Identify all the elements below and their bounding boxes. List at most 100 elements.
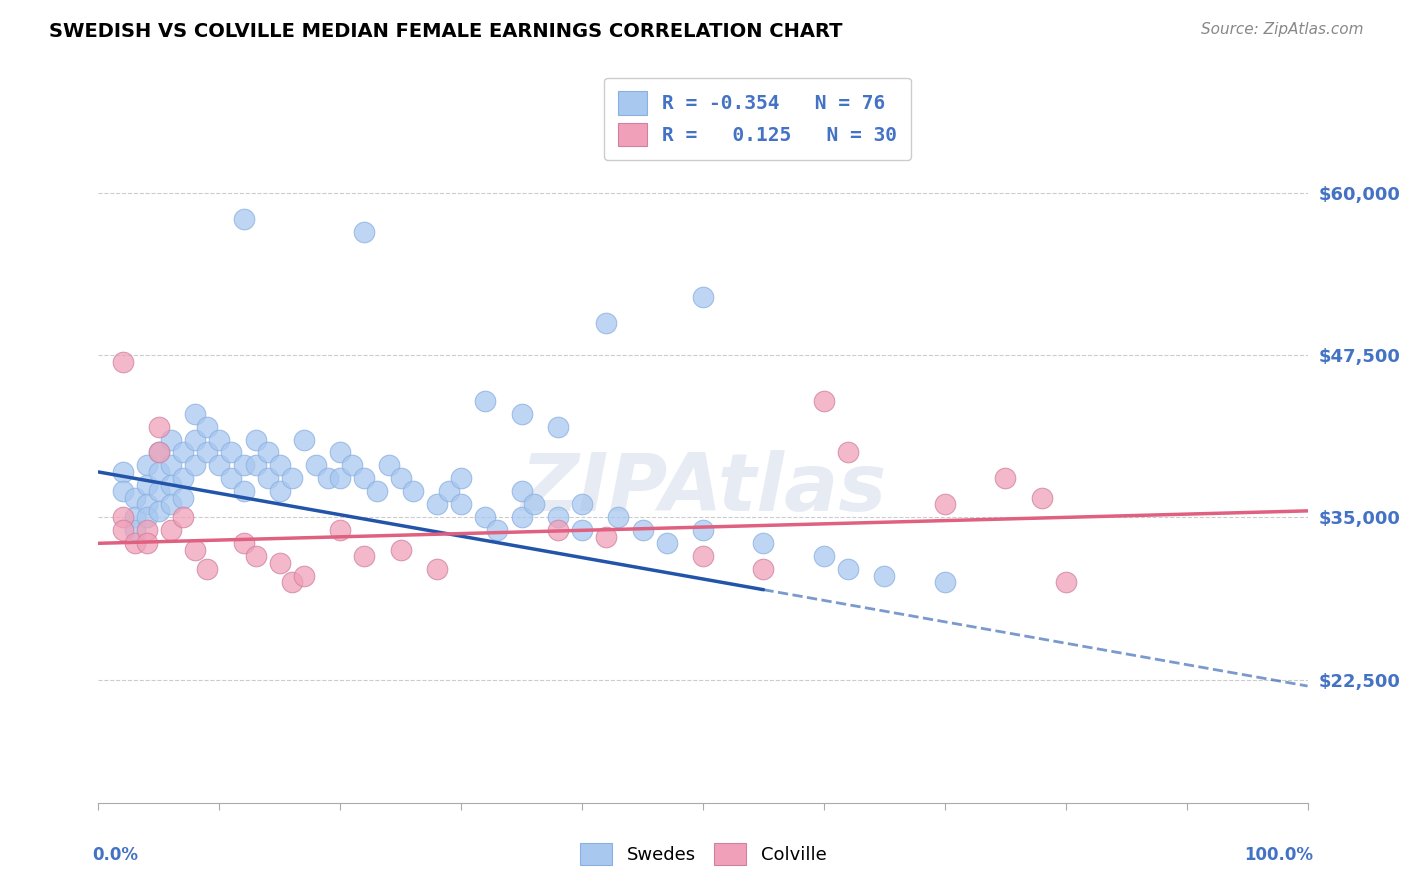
Point — [994, 471, 1017, 485]
Point — [245, 458, 267, 473]
Point — [184, 433, 207, 447]
Point — [221, 471, 243, 485]
Point — [135, 497, 157, 511]
Point — [160, 458, 183, 473]
Point — [837, 562, 859, 576]
Point — [1031, 491, 1053, 505]
Point — [160, 497, 183, 511]
Point — [450, 471, 472, 485]
Point — [692, 524, 714, 538]
Point — [486, 524, 509, 538]
Point — [111, 465, 134, 479]
Point — [111, 524, 134, 538]
Point — [813, 393, 835, 408]
Point — [148, 504, 170, 518]
Text: ZIPAtlas: ZIPAtlas — [520, 450, 886, 528]
Point — [148, 445, 170, 459]
Point — [547, 510, 569, 524]
Point — [510, 407, 533, 421]
Point — [389, 471, 412, 485]
Point — [232, 484, 254, 499]
Point — [595, 316, 617, 330]
Point — [934, 575, 956, 590]
Point — [148, 484, 170, 499]
Point — [195, 419, 218, 434]
Point — [292, 433, 315, 447]
Text: 100.0%: 100.0% — [1244, 846, 1313, 863]
Point — [342, 458, 364, 473]
Point — [208, 458, 231, 473]
Point — [135, 536, 157, 550]
Point — [607, 510, 630, 524]
Point — [256, 445, 278, 459]
Point — [172, 491, 194, 505]
Point — [281, 471, 304, 485]
Point — [111, 354, 134, 368]
Point — [208, 433, 231, 447]
Point — [148, 419, 170, 434]
Point — [245, 549, 267, 564]
Point — [510, 510, 533, 524]
Point — [232, 458, 254, 473]
Point — [595, 530, 617, 544]
Legend: Swedes, Colville: Swedes, Colville — [571, 834, 835, 874]
Point — [124, 510, 146, 524]
Point — [292, 568, 315, 582]
Point — [402, 484, 425, 499]
Point — [752, 562, 775, 576]
Text: SWEDISH VS COLVILLE MEDIAN FEMALE EARNINGS CORRELATION CHART: SWEDISH VS COLVILLE MEDIAN FEMALE EARNIN… — [49, 22, 842, 41]
Point — [135, 458, 157, 473]
Point — [366, 484, 388, 499]
Point — [523, 497, 546, 511]
Point — [450, 497, 472, 511]
Point — [148, 445, 170, 459]
Point — [269, 484, 291, 499]
Point — [571, 497, 593, 511]
Point — [377, 458, 399, 473]
Point — [873, 568, 896, 582]
Point — [571, 524, 593, 538]
Text: 0.0%: 0.0% — [93, 846, 138, 863]
Point — [329, 445, 352, 459]
Point — [426, 562, 449, 576]
Point — [329, 471, 352, 485]
Point — [510, 484, 533, 499]
Point — [160, 433, 183, 447]
Point — [426, 497, 449, 511]
Point — [353, 549, 375, 564]
Point — [256, 471, 278, 485]
Point — [184, 458, 207, 473]
Point — [547, 524, 569, 538]
Point — [269, 556, 291, 570]
Point — [692, 290, 714, 304]
Point — [316, 471, 339, 485]
Point — [172, 471, 194, 485]
Point — [172, 445, 194, 459]
Point — [111, 510, 134, 524]
Point — [184, 407, 207, 421]
Point — [184, 542, 207, 557]
Point — [547, 419, 569, 434]
Point — [934, 497, 956, 511]
Point — [245, 433, 267, 447]
Point — [474, 510, 496, 524]
Legend: R = -0.354   N = 76, R =   0.125   N = 30: R = -0.354 N = 76, R = 0.125 N = 30 — [605, 78, 911, 160]
Point — [124, 524, 146, 538]
Point — [135, 524, 157, 538]
Point — [474, 393, 496, 408]
Point — [437, 484, 460, 499]
Point — [111, 484, 134, 499]
Point — [752, 536, 775, 550]
Point — [195, 445, 218, 459]
Point — [269, 458, 291, 473]
Point — [232, 536, 254, 550]
Point — [172, 510, 194, 524]
Point — [124, 536, 146, 550]
Point — [655, 536, 678, 550]
Point — [135, 510, 157, 524]
Point — [631, 524, 654, 538]
Point — [281, 575, 304, 590]
Point — [837, 445, 859, 459]
Point — [148, 465, 170, 479]
Point — [692, 549, 714, 564]
